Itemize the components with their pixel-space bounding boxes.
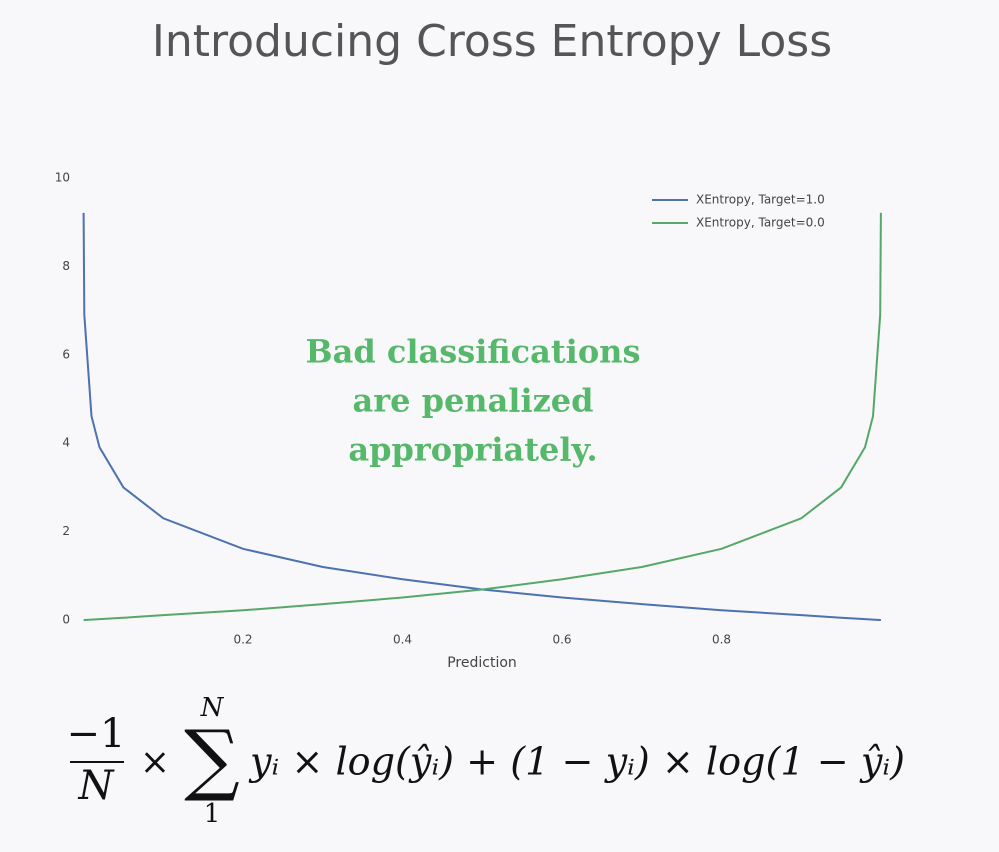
annotation: are penalized (352, 382, 593, 420)
y-tick-label: 0 (62, 613, 70, 627)
y-tick-label: 6 (62, 347, 70, 361)
x-axis-label: Prediction (447, 655, 517, 671)
slide-title: Introducing Cross Entropy Loss (152, 16, 832, 67)
annotation: Bad classifications (306, 333, 641, 371)
numerator: −1 (67, 711, 126, 757)
legend-label: XEntropy, Target=0.0 (696, 216, 825, 230)
formula-body: yᵢ × log(ŷᵢ) + (1 − yᵢ) × log(1 − ŷᵢ) (248, 740, 905, 784)
line-series (83, 212, 882, 621)
y-tick-label: 8 (62, 259, 70, 273)
x-tick-label: 0.8 (712, 633, 731, 647)
annotation: appropriately. (348, 431, 597, 469)
y-tick-label: 10 (55, 171, 70, 185)
y-tick-label: 4 (62, 436, 70, 450)
x-tick-label: 0.4 (393, 633, 412, 647)
x-tick-label: 0.6 (552, 633, 571, 647)
x-tick-label: 0.2 (233, 633, 252, 647)
sum-sign: ∑ (184, 715, 240, 805)
sum-upper: N (200, 693, 225, 723)
sum-lower: 1 (204, 799, 221, 829)
y-tick-label: 2 (62, 524, 70, 538)
legend-label: XEntropy, Target=1.0 (696, 193, 825, 207)
formula: −1 N × ∑ N 1 yᵢ × log(ŷᵢ) + (1 − yᵢ) × l… (67, 693, 905, 829)
times: × (140, 742, 170, 783)
denominator: N (78, 763, 116, 809)
